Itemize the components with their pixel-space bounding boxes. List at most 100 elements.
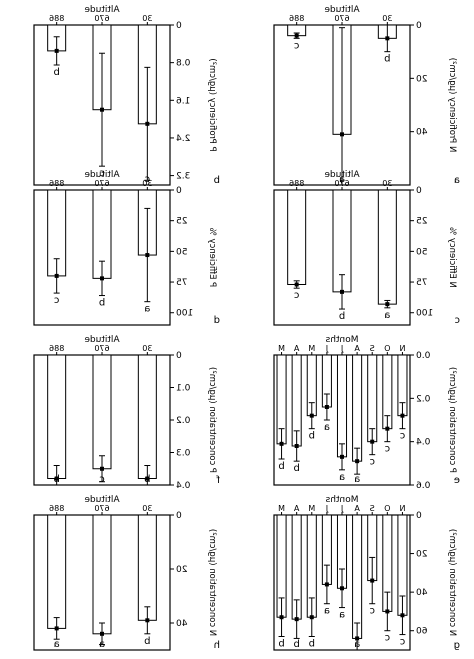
mean-marker [145, 618, 150, 623]
y-tick-label: 0.4 [176, 481, 191, 491]
panel-label: d [214, 315, 220, 326]
significance-letter: a [324, 606, 330, 617]
x-tick-label: 670 [94, 504, 109, 513]
significance-letter: c [54, 295, 60, 306]
mean-marker [309, 413, 314, 418]
panel-f: Altitude 30 670 886 0 0.1 0.2 0.3 0.4 P concentra… [33, 335, 220, 491]
significance-letter: b [144, 636, 150, 647]
bar [92, 514, 112, 635]
y-tick-label: 0 [416, 511, 422, 521]
x-tick-label: S [370, 504, 375, 513]
x-tick-label: J [326, 504, 329, 513]
y-tick-label: 60 [416, 627, 428, 637]
bar [47, 514, 67, 629]
panel-b: Altitude 30 670 886 0 0.8 1.6 2.4 3.2 P Proficien… [33, 5, 220, 186]
panel-label: a [454, 175, 460, 186]
x-tick-label: M [308, 504, 315, 513]
y-tick-label: 20 [416, 550, 428, 560]
x-axis-title: Altitude [324, 5, 360, 15]
y-axis-title: P concentration (μg/cm²) [207, 367, 217, 473]
bar [377, 189, 397, 305]
significance-letter: b [293, 463, 299, 474]
y-tick-label: 0 [176, 186, 182, 196]
significance-letter: c [400, 431, 406, 442]
y-tick-label: 100 [416, 309, 433, 319]
y-tick-label: 0.6 [416, 481, 431, 491]
significance-letter: b [278, 639, 284, 650]
significance-letter: c [385, 633, 391, 644]
x-tick-label: 886 [289, 14, 304, 23]
y-axis-title: N Proficiency (μg/cm²) [447, 58, 457, 153]
mean-marker [100, 107, 104, 112]
x-tick-label: 30 [142, 179, 152, 188]
mean-marker [400, 613, 405, 618]
y-tick-label: 0 [176, 21, 182, 31]
mean-marker [294, 444, 299, 448]
x-tick-label: 886 [49, 14, 64, 23]
bar [336, 354, 348, 458]
significance-letter: a [324, 422, 330, 433]
x-tick-label: J [341, 504, 344, 513]
y-tick-label: 0.8 [176, 59, 191, 69]
x-tick-label: M [278, 344, 285, 353]
y-tick-label: 0 [416, 21, 422, 31]
x-tick-label: 670 [334, 179, 349, 188]
x-tick-label: A [354, 344, 360, 353]
y-axis-title: N concentration (μg/cm²) [207, 529, 217, 636]
mean-marker [340, 586, 344, 591]
mean-marker [54, 626, 59, 631]
panel-d: Altitude 30 670 886 0 25 50 75 100 P Efficiency %… [33, 170, 220, 326]
y-tick-label: 0.2 [176, 416, 190, 426]
mean-marker [340, 132, 344, 137]
bar [47, 354, 67, 479]
y-tick-label: 0.4 [416, 438, 431, 448]
panel-c: Altitude 30 670 886 0 25 50 75 100 N Efficiency %… [273, 170, 460, 326]
significance-letter: a [384, 310, 390, 321]
significance-letter: c [294, 40, 300, 51]
x-axis-title: Months [325, 495, 358, 505]
x-axis-title: Altitude [324, 170, 360, 180]
mean-marker [324, 405, 329, 409]
panel-label: h [214, 640, 220, 651]
significance-letter: c [369, 606, 375, 617]
significance-letter: c [400, 637, 406, 648]
x-tick-label: A [293, 344, 299, 353]
significance-letter: c [99, 474, 105, 485]
mean-marker [355, 636, 360, 641]
mean-marker [100, 466, 104, 471]
mean-marker [54, 48, 59, 53]
significance-letter: b [144, 474, 150, 485]
x-tick-label: M [278, 504, 285, 513]
bar [352, 354, 363, 462]
bar [92, 354, 112, 470]
panel-a: Altitude 30 670 886 0 20 40 N Proficiency (μg/c… [273, 5, 460, 186]
mean-marker [100, 631, 104, 636]
mean-marker [340, 454, 344, 459]
x-tick-label: 886 [49, 344, 64, 353]
x-tick-label: A [293, 504, 299, 513]
x-tick-label: J [341, 344, 344, 353]
y-tick-label: 40 [416, 128, 428, 138]
significance-letter: c [99, 168, 105, 179]
x-axis-title: Altitude [84, 170, 120, 180]
x-tick-label: O [384, 504, 390, 513]
x-tick-label: S [370, 344, 375, 353]
mean-marker [385, 302, 390, 307]
mean-marker [400, 413, 405, 418]
y-tick-label: 20 [176, 565, 188, 575]
x-tick-label: 670 [334, 14, 349, 23]
mean-marker [324, 582, 329, 587]
y-tick-label: 0 [176, 511, 182, 521]
significance-letter: c [294, 290, 300, 301]
x-tick-label: 670 [94, 14, 109, 23]
y-axis-title: P concentration (μg/cm²) [447, 367, 457, 473]
x-axis-title: Months [325, 335, 358, 345]
y-tick-label: 75 [416, 278, 427, 288]
mean-marker [54, 476, 59, 481]
x-tick-label: 670 [94, 344, 109, 353]
mean-marker [294, 33, 299, 38]
mean-marker [145, 476, 150, 481]
y-tick-label: 50 [176, 247, 188, 257]
